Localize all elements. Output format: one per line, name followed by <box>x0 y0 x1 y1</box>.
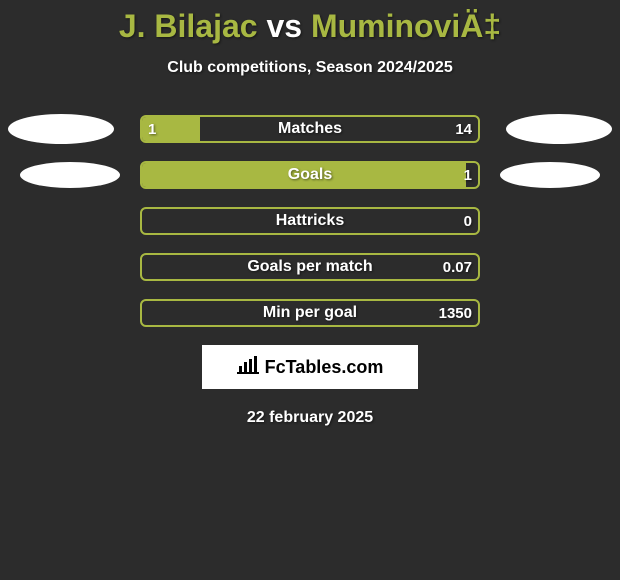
stat-row: Min per goal1350 <box>0 299 620 327</box>
stat-label: Matches <box>142 117 478 141</box>
stats-chart: 1Matches14Goals1Hattricks0Goals per matc… <box>0 115 620 327</box>
right-ellipse <box>500 162 600 188</box>
stat-row: 1Matches14 <box>0 115 620 143</box>
right-value: 14 <box>455 117 472 141</box>
page-title: J. Bilajac vs MuminoviÄ‡ <box>0 8 620 45</box>
stat-label: Hattricks <box>142 209 478 233</box>
bar-track: Hattricks0 <box>140 207 480 235</box>
logo-box: FcTables.com <box>202 345 418 389</box>
player1-name: J. Bilajac <box>119 8 258 44</box>
bar-track: Goals1 <box>140 161 480 189</box>
right-value: 1350 <box>439 301 472 325</box>
stat-row: Goals1 <box>0 161 620 189</box>
right-value: 0.07 <box>443 255 472 279</box>
bar-track: Min per goal1350 <box>140 299 480 327</box>
bar-track: 1Matches14 <box>140 115 480 143</box>
stat-row: Goals per match0.07 <box>0 253 620 281</box>
comparison-widget: J. Bilajac vs MuminoviÄ‡ Club competitio… <box>0 0 620 580</box>
stat-label: Min per goal <box>142 301 478 325</box>
subtitle: Club competitions, Season 2024/2025 <box>0 59 620 77</box>
stat-label: Goals per match <box>142 255 478 279</box>
left-ellipse <box>8 114 114 144</box>
left-ellipse <box>20 162 120 188</box>
date-line: 22 february 2025 <box>0 409 620 427</box>
right-value: 0 <box>464 209 472 233</box>
chart-icon <box>237 356 259 379</box>
vs-label: vs <box>266 8 302 44</box>
player2-name: MuminoviÄ‡ <box>311 8 501 44</box>
stat-row: Hattricks0 <box>0 207 620 235</box>
bar-track: Goals per match0.07 <box>140 253 480 281</box>
right-value: 1 <box>464 163 472 187</box>
stat-label: Goals <box>142 163 478 187</box>
right-ellipse <box>506 114 612 144</box>
logo-text: FcTables.com <box>265 357 384 378</box>
